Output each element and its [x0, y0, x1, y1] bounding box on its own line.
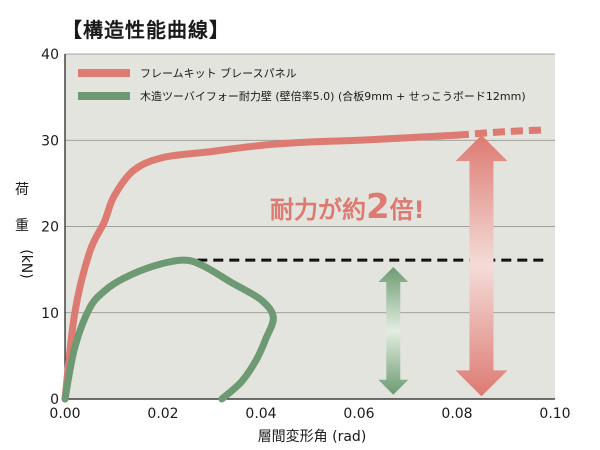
y-axis-title-unit: (kN): [18, 249, 34, 279]
y-tick-labels: 0 10 20 30 40: [41, 47, 59, 408]
series-group: [61, 126, 546, 403]
legend: フレームキット ブレースパネル 木造ツーバイフォー耐力壁 (壁倍率5.0) (合…: [78, 66, 526, 103]
annotation-suffix: 倍!: [390, 196, 425, 224]
x-axis-title: 層間変形角 (rad): [258, 428, 367, 445]
y-tick-label-2: 20: [41, 220, 59, 236]
x-tick-label-2: 0.04: [245, 406, 276, 422]
series-line-0-extension: [456, 126, 546, 139]
arrow-group: [378, 135, 508, 397]
x-tick-label-5: 0.10: [539, 406, 570, 422]
double-arrow-1: [455, 135, 508, 397]
x-tick-labels: 0.00 0.02 0.04 0.06 0.08 0.10: [49, 406, 570, 422]
x-tick-label-3: 0.06: [343, 406, 374, 422]
y-tick-label-3: 30: [41, 133, 59, 149]
series-line-1: [61, 256, 277, 403]
y-axis-title-char-2: 重: [15, 218, 29, 234]
legend-label-frame-kit: フレームキット ブレースパネル: [140, 66, 297, 80]
x-tick-label-4: 0.08: [441, 406, 472, 422]
x-tick-label-0: 0.00: [49, 406, 80, 422]
y-axis-title-char-1: 荷: [15, 182, 29, 198]
series-line-0: [61, 131, 461, 403]
page-title: 【構造性能曲線】: [62, 18, 230, 42]
legend-label-2x4-wall: 木造ツーバイフォー耐力壁 (壁倍率5.0) (合板9mm + せっこうボード12…: [140, 89, 526, 103]
annotation-prefix: 耐力が約: [270, 196, 366, 224]
y-tick-label-0: 0: [50, 392, 59, 408]
double-arrow-0: [378, 267, 409, 395]
y-axis-title: 荷 重 (kN): [15, 182, 34, 279]
y-tick-label-1: 10: [41, 306, 59, 322]
x-tick-label-1: 0.02: [147, 406, 178, 422]
annotation-number: 2: [366, 187, 390, 227]
annotation-text: 耐力が約2倍!: [270, 187, 425, 227]
y-tick-label-4: 40: [41, 47, 59, 63]
